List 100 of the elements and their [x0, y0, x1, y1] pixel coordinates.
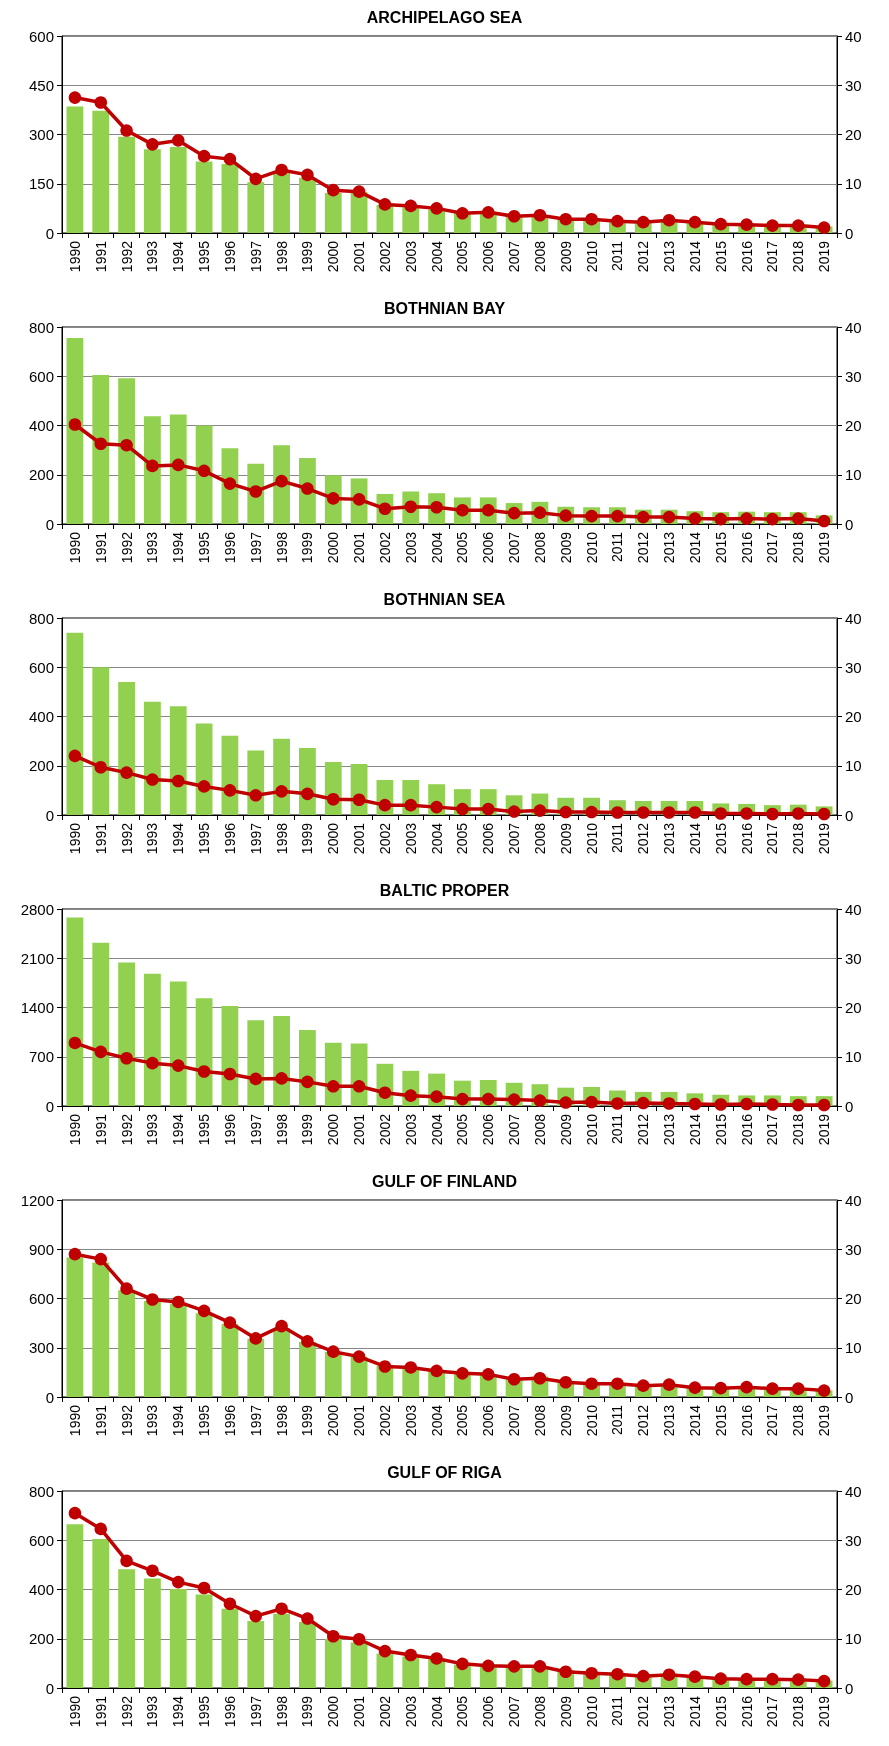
point [430, 1090, 443, 1103]
point [611, 806, 624, 819]
y-tick-label: 0 [45, 806, 54, 824]
x-tick-label: 2001 [351, 1404, 368, 1437]
x-tick-label: 2012 [635, 1695, 652, 1728]
chart-title: BOTHNIAN BAY [383, 299, 506, 317]
y-tick-label: 800 [28, 1482, 54, 1500]
y2-tick-label: 20 [845, 708, 862, 725]
y2-tick-label: 30 [845, 76, 862, 94]
x-tick-label: 1997 [247, 822, 264, 855]
bar [144, 973, 161, 1106]
bar [324, 1638, 342, 1688]
point [559, 212, 572, 226]
y2-tick-label: 10 [845, 757, 862, 775]
point [688, 1381, 702, 1394]
y2-tick-label: 40 [845, 609, 862, 627]
point [662, 1378, 676, 1391]
bar [169, 706, 187, 815]
x-tick-label: 1996 [221, 1695, 238, 1728]
point [275, 163, 288, 177]
x-tick-label: 2002 [376, 822, 393, 855]
x-tick-label: 1992 [118, 1695, 135, 1728]
point [197, 149, 211, 163]
x-tick-label: 1994 [170, 822, 187, 855]
x-tick-label: 1993 [144, 822, 161, 855]
y2-tick-label: 0 [845, 515, 854, 533]
point [301, 168, 314, 182]
bar [299, 177, 316, 233]
x-tick-label: 2003 [402, 1113, 419, 1146]
x-tick-label: 2011 [609, 240, 626, 272]
bar [169, 981, 187, 1106]
point [688, 1097, 702, 1111]
point [172, 1295, 185, 1309]
point [120, 1282, 133, 1295]
point [146, 138, 159, 151]
point [94, 1252, 107, 1266]
bar [92, 942, 110, 1106]
bar [221, 1608, 239, 1688]
point [611, 1377, 624, 1390]
point [766, 219, 779, 232]
point [662, 213, 676, 227]
x-tick-label: 2016 [738, 531, 755, 564]
x-tick-label: 1992 [118, 1113, 135, 1146]
point [249, 172, 262, 186]
point [637, 1379, 650, 1392]
point [611, 1667, 624, 1681]
bar [221, 1006, 239, 1106]
chart-title: ARCHIPELAGO SEA [366, 8, 523, 26]
bar [144, 416, 161, 524]
x-tick-label: 2001 [351, 531, 368, 564]
point [714, 1672, 727, 1685]
point [327, 1345, 340, 1358]
point [456, 207, 469, 220]
point [327, 183, 340, 197]
x-tick-label: 1990 [66, 1113, 83, 1146]
bar [118, 1569, 135, 1688]
y2-tick-label: 10 [845, 466, 862, 484]
point [352, 185, 366, 198]
x-tick-label: 1992 [118, 1404, 135, 1437]
point [766, 1098, 779, 1111]
point [766, 807, 779, 821]
bar [92, 110, 110, 233]
x-tick-label: 2005 [454, 240, 471, 273]
bar [247, 1338, 265, 1397]
y-tick-label: 200 [28, 466, 54, 484]
bar [195, 425, 213, 524]
point [456, 1367, 469, 1380]
x-tick-label: 2014 [686, 1695, 703, 1728]
x-tick-label: 2016 [738, 1404, 755, 1437]
point [430, 1364, 443, 1378]
y-tick-label: 200 [28, 757, 54, 775]
y-tick-label: 0 [45, 1388, 54, 1406]
bar [273, 172, 290, 233]
bar [350, 1642, 368, 1688]
x-tick-label: 1993 [144, 1695, 161, 1728]
x-tick-label: 1992 [118, 822, 135, 855]
bar [144, 1578, 161, 1688]
point [94, 1045, 107, 1059]
x-tick-label: 2008 [531, 1695, 548, 1728]
x-tick-label: 2011 [609, 1113, 626, 1145]
y2-tick-label: 30 [845, 367, 862, 385]
x-tick-label: 1995 [196, 240, 213, 273]
point [120, 124, 133, 137]
x-tick-label: 1994 [170, 240, 187, 273]
x-tick-label: 2001 [351, 822, 368, 855]
x-tick-label: 1994 [170, 1113, 187, 1146]
y2-tick-label: 10 [845, 1630, 862, 1648]
point [146, 773, 159, 786]
point [172, 774, 185, 788]
x-tick-label: 1999 [299, 1695, 316, 1728]
x-tick-label: 2015 [712, 1113, 729, 1146]
x-tick-label: 2013 [661, 240, 678, 273]
point [559, 805, 572, 819]
y-tick-label: 400 [28, 417, 54, 434]
point [94, 96, 107, 109]
x-tick-label: 2000 [325, 240, 342, 273]
point [507, 1373, 521, 1386]
x-tick-label: 1997 [247, 1695, 264, 1728]
x-tick-label: 2008 [531, 1113, 548, 1146]
y2-tick-label: 10 [845, 1048, 862, 1066]
